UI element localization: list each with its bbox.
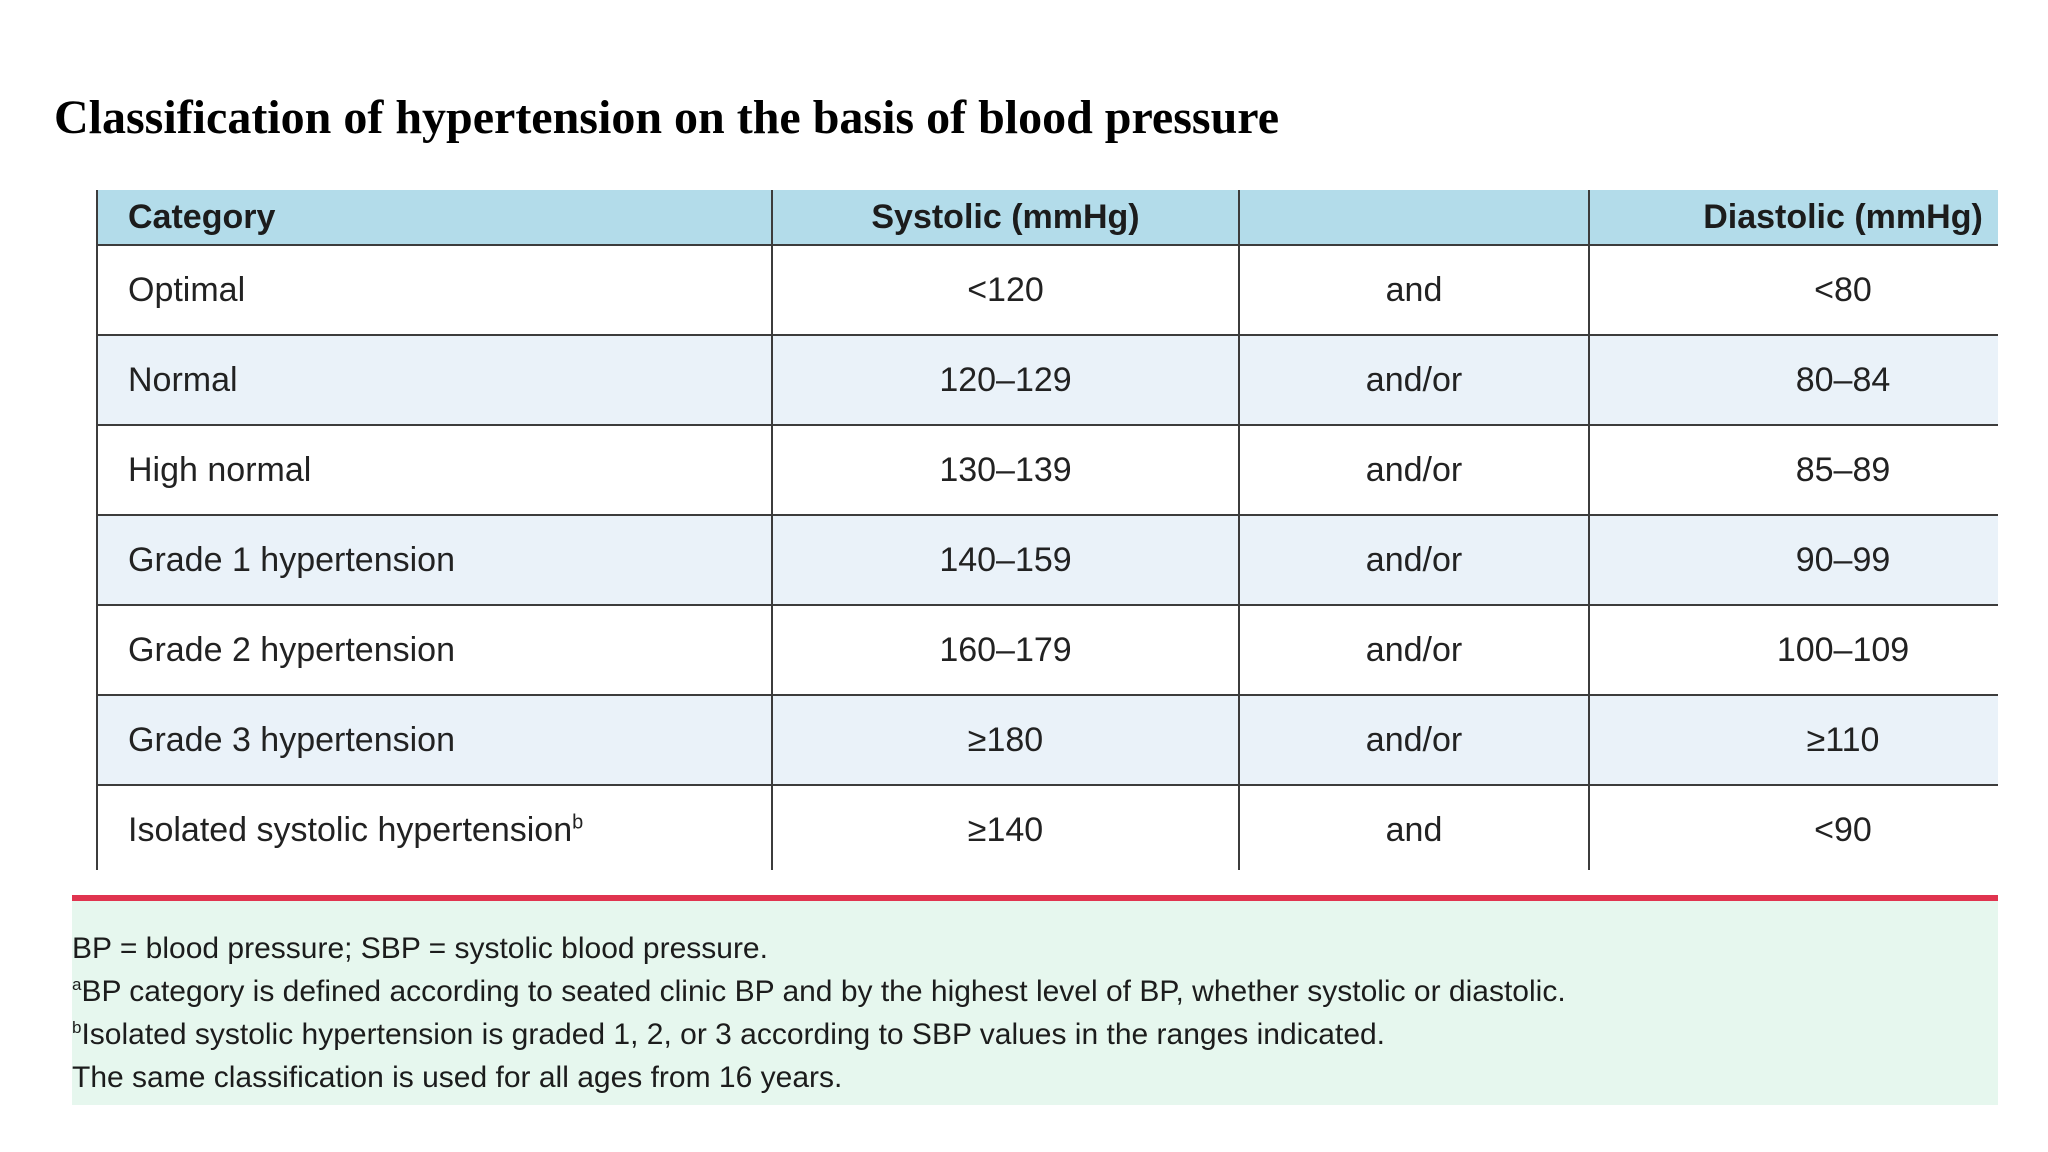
footnotes-box: BP = blood pressure; SBP = systolic bloo…: [72, 901, 1998, 1105]
cell-systolic: ≥140: [771, 784, 1240, 870]
footnote-text: BP = blood pressure; SBP = systolic bloo…: [72, 932, 768, 965]
cell-connector: and/or: [1238, 514, 1590, 606]
red-divider: [72, 895, 1998, 901]
footnote-marker: b: [572, 811, 584, 834]
bp-classification-table-wrapper: Category Systolic (mmHg) Diastolic (mmHg…: [96, 190, 1998, 870]
table-row: High normal 130–139 and/or 85–89: [96, 424, 1998, 516]
category-label: Grade 3 hypertension: [128, 720, 455, 759]
bp-classification-table: Category Systolic (mmHg) Diastolic (mmHg…: [96, 190, 1998, 870]
footnote-line: bIsolated systolic hypertension is grade…: [72, 1013, 1998, 1056]
cell-diastolic: 80–84: [1588, 334, 1998, 426]
cell-category: Grade 2 hypertension: [96, 604, 773, 696]
category-label: Grade 2 hypertension: [128, 630, 455, 669]
cell-systolic: <120: [771, 244, 1240, 336]
table-row: Grade 2 hypertension 160–179 and/or 100–109: [96, 604, 1998, 696]
table-row: Grade 3 hypertension ≥180 and/or ≥110: [96, 694, 1998, 786]
cell-diastolic: ≥110: [1588, 694, 1998, 786]
category-label: Grade 1 hypertension: [128, 540, 455, 579]
header-category: Category: [96, 190, 773, 246]
table-header-row: Category Systolic (mmHg) Diastolic (mmHg…: [96, 190, 1998, 246]
cell-diastolic: 85–89: [1588, 424, 1998, 516]
table-row: Optimal <120 and <80: [96, 244, 1998, 336]
table-body: Optimal <120 and <80 Normal 120–129 and/or 80–8…: [96, 244, 1998, 870]
footnote-line: aBP category is defined according to sea…: [72, 970, 1998, 1013]
header-systolic: Systolic (mmHg): [771, 190, 1240, 246]
table-row: Grade 1 hypertension 140–159 and/or 90–99: [96, 514, 1998, 606]
header-connector: [1238, 190, 1590, 246]
cell-connector: and: [1238, 784, 1590, 870]
category-label: Optimal: [128, 270, 246, 309]
footnote-text: The same classification is used for all …: [72, 1061, 843, 1094]
footnote-line: The same classification is used for all …: [72, 1056, 1998, 1099]
header-diastolic: Diastolic (mmHg): [1588, 190, 1998, 246]
cell-connector: and/or: [1238, 694, 1590, 786]
cell-category: High normal: [96, 424, 773, 516]
cell-systolic: ≥180: [771, 694, 1240, 786]
cell-category: Grade 1 hypertension: [96, 514, 773, 606]
cell-connector: and/or: [1238, 424, 1590, 516]
cell-connector: and: [1238, 244, 1590, 336]
footnote-text: Isolated systolic hypertension is graded…: [81, 1018, 1386, 1051]
footnote-marker: b: [72, 1018, 82, 1037]
category-label: High normal: [128, 450, 312, 489]
cell-diastolic: 90–99: [1588, 514, 1998, 606]
footnote-marker: a: [72, 975, 82, 994]
cell-category: Normal: [96, 334, 773, 426]
category-label: Normal: [128, 360, 238, 399]
cell-systolic: 130–139: [771, 424, 1240, 516]
footnote-line: BP = blood pressure; SBP = systolic bloo…: [72, 927, 1998, 970]
cell-category: Isolated systolic hypertensionb: [96, 784, 773, 870]
cell-systolic: 140–159: [771, 514, 1240, 606]
cell-category: Optimal: [96, 244, 773, 336]
table-row: Normal 120–129 and/or 80–84: [96, 334, 1998, 426]
category-label: Isolated systolic hypertension: [128, 810, 573, 849]
cell-connector: and/or: [1238, 334, 1590, 426]
cell-category: Grade 3 hypertension: [96, 694, 773, 786]
cell-systolic: 120–129: [771, 334, 1240, 426]
table-row: Isolated systolic hypertensionb ≥140 and <9…: [96, 784, 1998, 870]
cell-diastolic: <90: [1588, 784, 1998, 870]
slide-title: Classification of hypertension on the ba…: [54, 91, 1280, 144]
cell-diastolic: <80: [1588, 244, 1998, 336]
cell-diastolic: 100–109: [1588, 604, 1998, 696]
cell-connector: and/or: [1238, 604, 1590, 696]
cell-systolic: 160–179: [771, 604, 1240, 696]
footnote-text: BP category is defined according to seat…: [81, 975, 1566, 1008]
